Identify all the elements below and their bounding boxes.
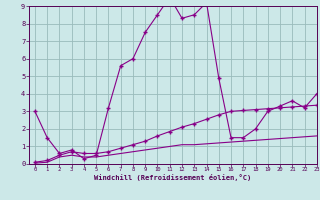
X-axis label: Windchill (Refroidissement éolien,°C): Windchill (Refroidissement éolien,°C) (94, 174, 252, 181)
